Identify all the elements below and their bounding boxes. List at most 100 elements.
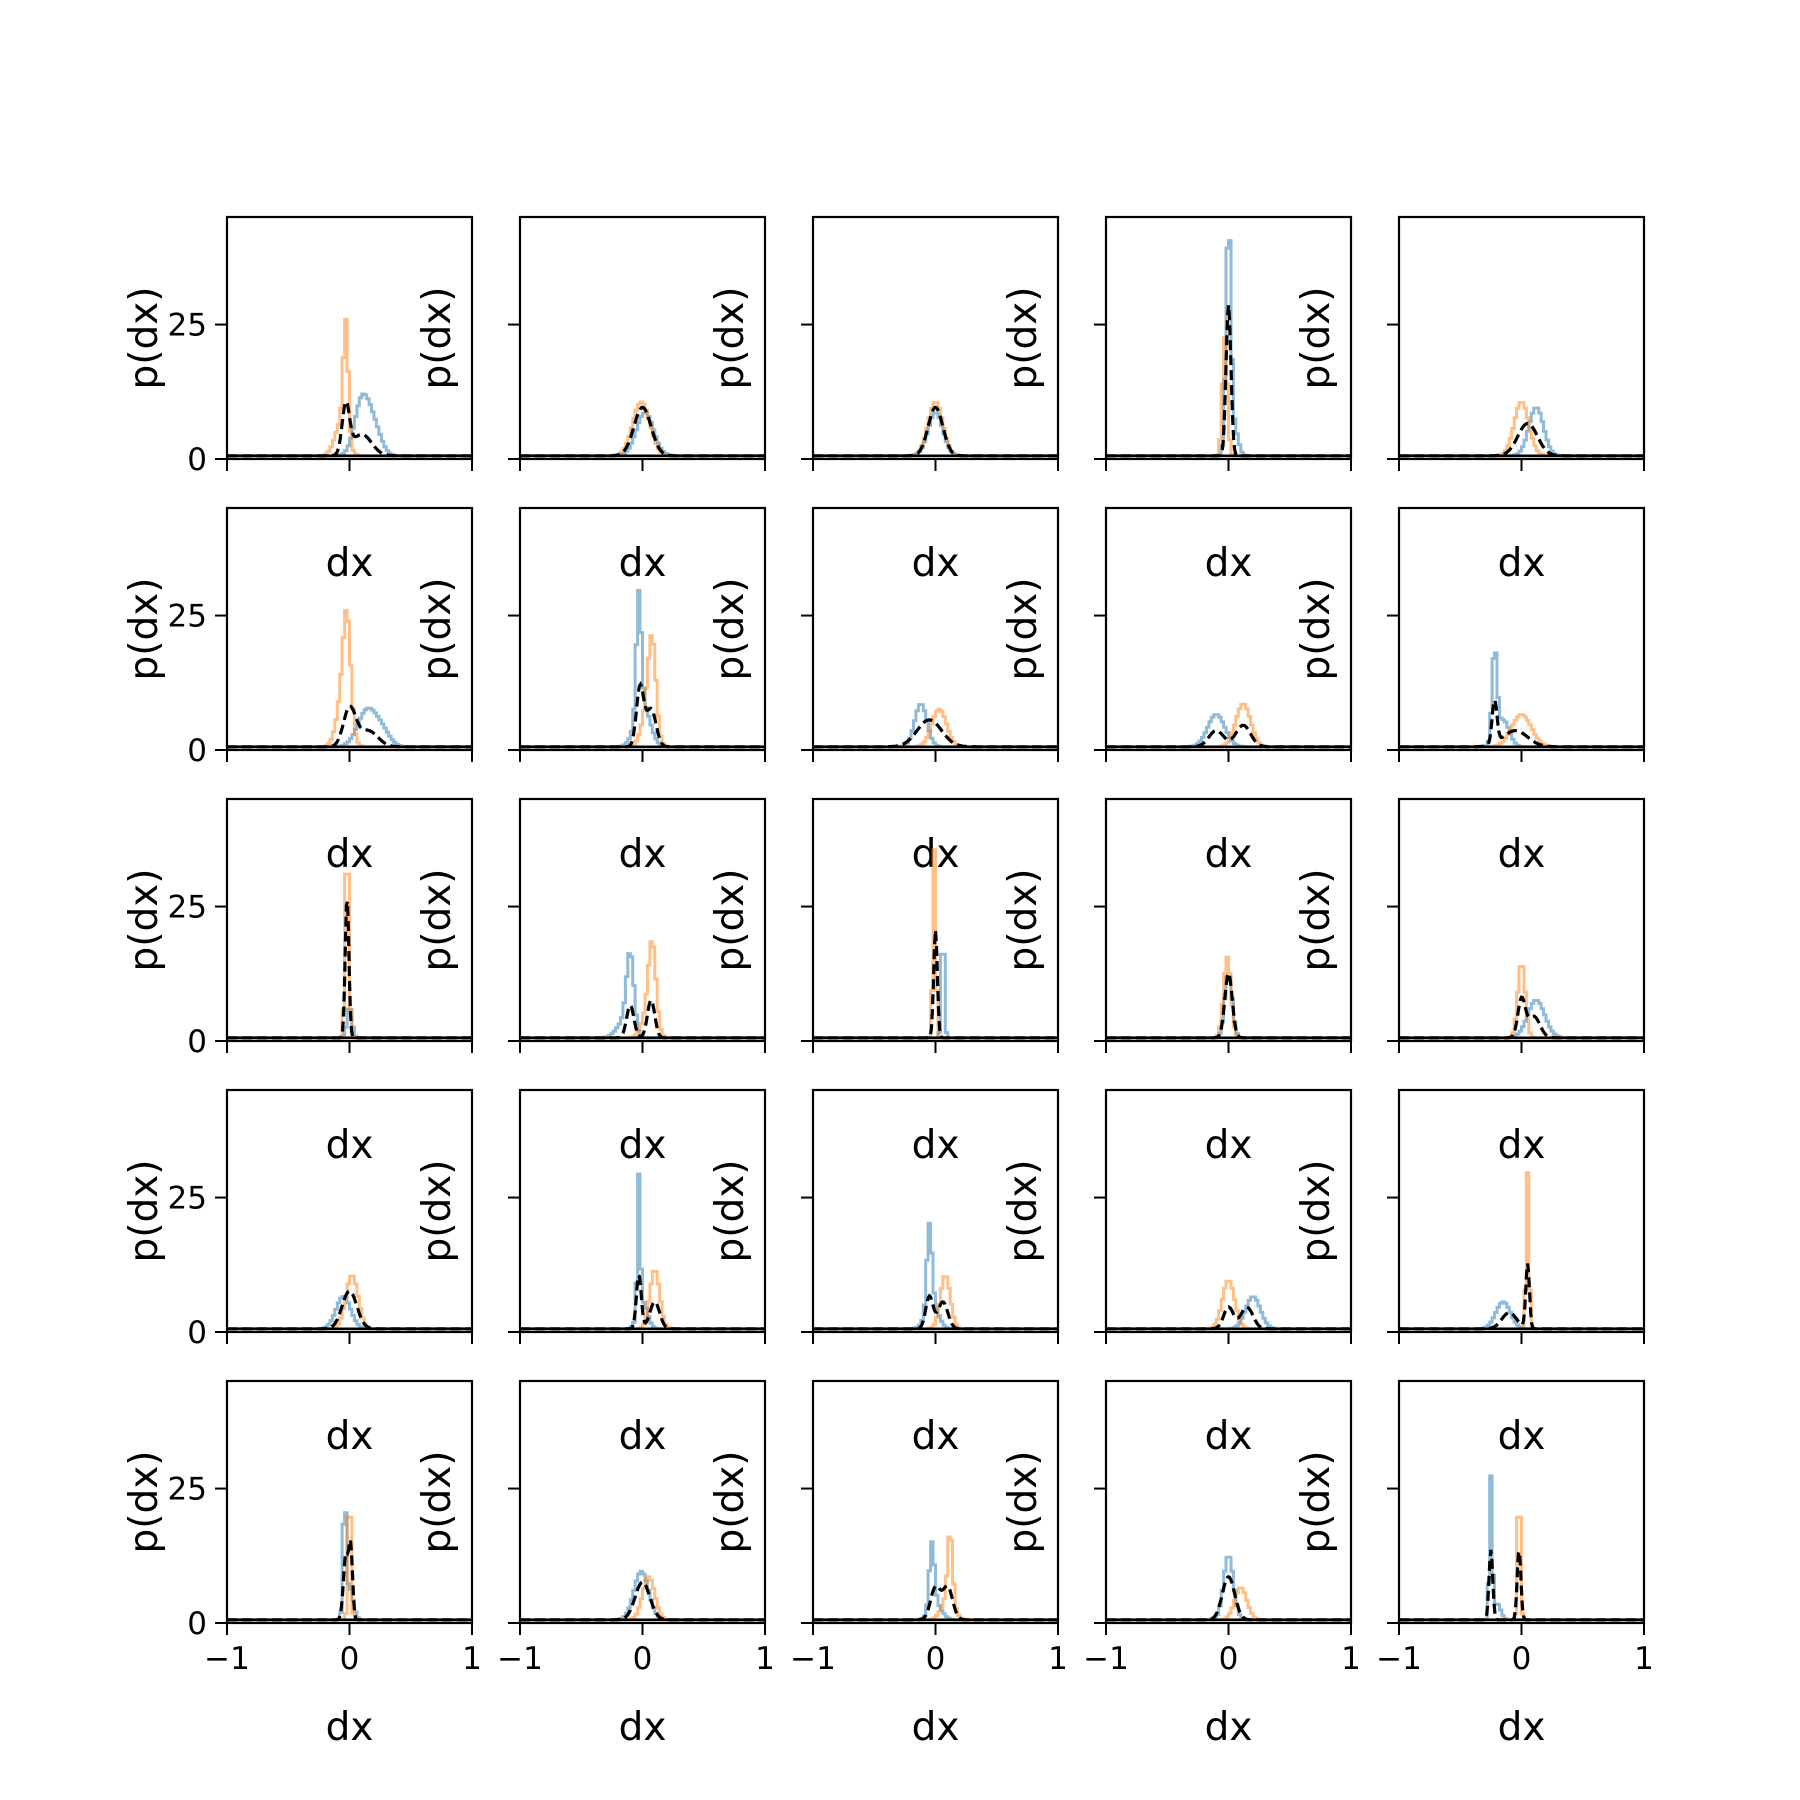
y-tick-label: 0	[187, 1606, 207, 1642]
y-tick-label: 25	[168, 1181, 207, 1217]
subplot-4-5: dx p(dx)	[1294, 1088, 1646, 1459]
y-tick-label: 25	[168, 1472, 207, 1508]
x-axis-label: dx	[326, 832, 374, 877]
plot-area	[813, 401, 1058, 458]
x-tick-label: 0	[1219, 1641, 1239, 1677]
x-axis-label: dx	[1205, 1414, 1253, 1459]
subplot-5-2: −1 0 1 dx p(dx)	[415, 1379, 775, 1750]
plot-area	[1106, 1555, 1351, 1622]
x-tick-label: −1	[204, 1641, 250, 1677]
subplot-3-3: dx p(dx)	[708, 797, 1060, 1168]
x-axis-label: dx	[1498, 541, 1546, 586]
y-axis-label: p(dx)	[122, 1159, 167, 1262]
y-tick-label: 0	[187, 733, 207, 769]
plot-area	[520, 589, 765, 749]
series-dashed-mix-line	[520, 405, 765, 458]
y-tick-label: 25	[168, 890, 207, 926]
x-axis-label: dx	[619, 1705, 667, 1750]
y-axis-label: p(dx)	[708, 1159, 753, 1262]
y-axis-label: p(dx)	[1001, 286, 1046, 389]
y-axis-label: p(dx)	[415, 577, 460, 680]
plot-area	[1106, 702, 1351, 749]
plot-area	[1106, 239, 1351, 458]
plot-area	[1399, 1171, 1644, 1331]
subplot-2-2: dx p(dx)	[415, 506, 767, 877]
plot-area	[520, 1569, 765, 1622]
x-axis-label: dx	[1498, 1705, 1546, 1750]
x-tick-label: 1	[755, 1641, 775, 1677]
x-axis-label: dx	[1498, 1123, 1546, 1168]
y-axis-label: p(dx)	[1001, 1450, 1046, 1553]
y-axis-label: p(dx)	[122, 868, 167, 971]
subplot-3-5: dx p(dx)	[1294, 797, 1646, 1168]
y-tick-label: 0	[187, 1315, 207, 1351]
y-tick-label: 25	[168, 599, 207, 635]
subplot-1-1: 0 25 dx p(dx)	[122, 215, 474, 586]
y-axis-label: p(dx)	[415, 286, 460, 389]
plot-area	[1106, 1279, 1351, 1331]
series-dashed-mix-line	[1399, 421, 1644, 458]
series-dashed-mix-line	[1106, 1305, 1351, 1331]
x-tick-label: 1	[1634, 1641, 1654, 1677]
plot-area	[227, 317, 472, 458]
plot-area	[813, 1535, 1058, 1622]
subplot-1-4: dx p(dx)	[1001, 215, 1353, 586]
plot-area	[227, 872, 472, 1040]
plot-area	[520, 940, 765, 1040]
plot-area	[1399, 965, 1644, 1040]
x-axis-label: dx	[1205, 1705, 1253, 1750]
plot-area	[1106, 955, 1351, 1040]
x-tick-label: −1	[497, 1641, 543, 1677]
subplot-2-4: dx p(dx)	[1001, 506, 1353, 877]
y-axis-label: p(dx)	[1001, 1159, 1046, 1262]
plot-area	[813, 848, 1058, 1040]
subplot-4-3: dx p(dx)	[708, 1088, 1060, 1459]
subplot-5-3: −1 0 1 dx p(dx)	[708, 1379, 1068, 1750]
y-axis-label: p(dx)	[415, 1450, 460, 1553]
plot-area	[1399, 401, 1644, 458]
plot-area	[1399, 651, 1644, 749]
x-tick-label: −1	[1083, 1641, 1129, 1677]
x-axis-label: dx	[619, 541, 667, 586]
x-axis-label: dx	[912, 1414, 960, 1459]
x-tick-label: 0	[633, 1641, 653, 1677]
y-axis-label: p(dx)	[1294, 1159, 1339, 1262]
subplot-5-5: −1 0 1 dx p(dx)	[1294, 1379, 1654, 1750]
series-dashed-mix-line	[813, 405, 1058, 458]
x-axis-label: dx	[619, 1414, 667, 1459]
y-axis-label: p(dx)	[1001, 868, 1046, 971]
plot-area	[227, 609, 472, 749]
y-axis-label: p(dx)	[708, 868, 753, 971]
y-axis-label: p(dx)	[708, 1450, 753, 1553]
y-axis-label: p(dx)	[415, 868, 460, 971]
x-axis-label: dx	[912, 1123, 960, 1168]
subplot-1-5: dx p(dx)	[1294, 215, 1646, 586]
subplot-4-4: dx p(dx)	[1001, 1088, 1353, 1459]
y-axis-label: p(dx)	[122, 577, 167, 680]
x-tick-label: −1	[1376, 1641, 1422, 1677]
x-axis-label: dx	[326, 1414, 374, 1459]
y-axis-label: p(dx)	[1294, 286, 1339, 389]
subplot-3-1: 0 25 dx p(dx)	[122, 797, 474, 1168]
x-axis-label: dx	[326, 1123, 374, 1168]
x-axis-label: dx	[912, 541, 960, 586]
y-axis-label: p(dx)	[1001, 577, 1046, 680]
x-axis-label: dx	[619, 832, 667, 877]
x-axis-label: dx	[326, 541, 374, 586]
subplot-4-2: dx p(dx)	[415, 1088, 767, 1459]
x-axis-label: dx	[1205, 1123, 1253, 1168]
y-tick-label: 0	[187, 442, 207, 478]
x-axis-label: dx	[1498, 832, 1546, 877]
x-tick-label: 1	[1341, 1641, 1361, 1677]
y-axis-label: p(dx)	[1294, 577, 1339, 680]
y-axis-label: p(dx)	[708, 286, 753, 389]
plot-area	[520, 1172, 765, 1331]
subplot-2-5: dx p(dx)	[1294, 506, 1646, 877]
y-axis-label: p(dx)	[708, 577, 753, 680]
y-axis-label: p(dx)	[122, 286, 167, 389]
x-axis-label: dx	[1205, 541, 1253, 586]
x-tick-label: 1	[1048, 1641, 1068, 1677]
subplot-4-1: 0 25 dx p(dx)	[122, 1088, 474, 1459]
